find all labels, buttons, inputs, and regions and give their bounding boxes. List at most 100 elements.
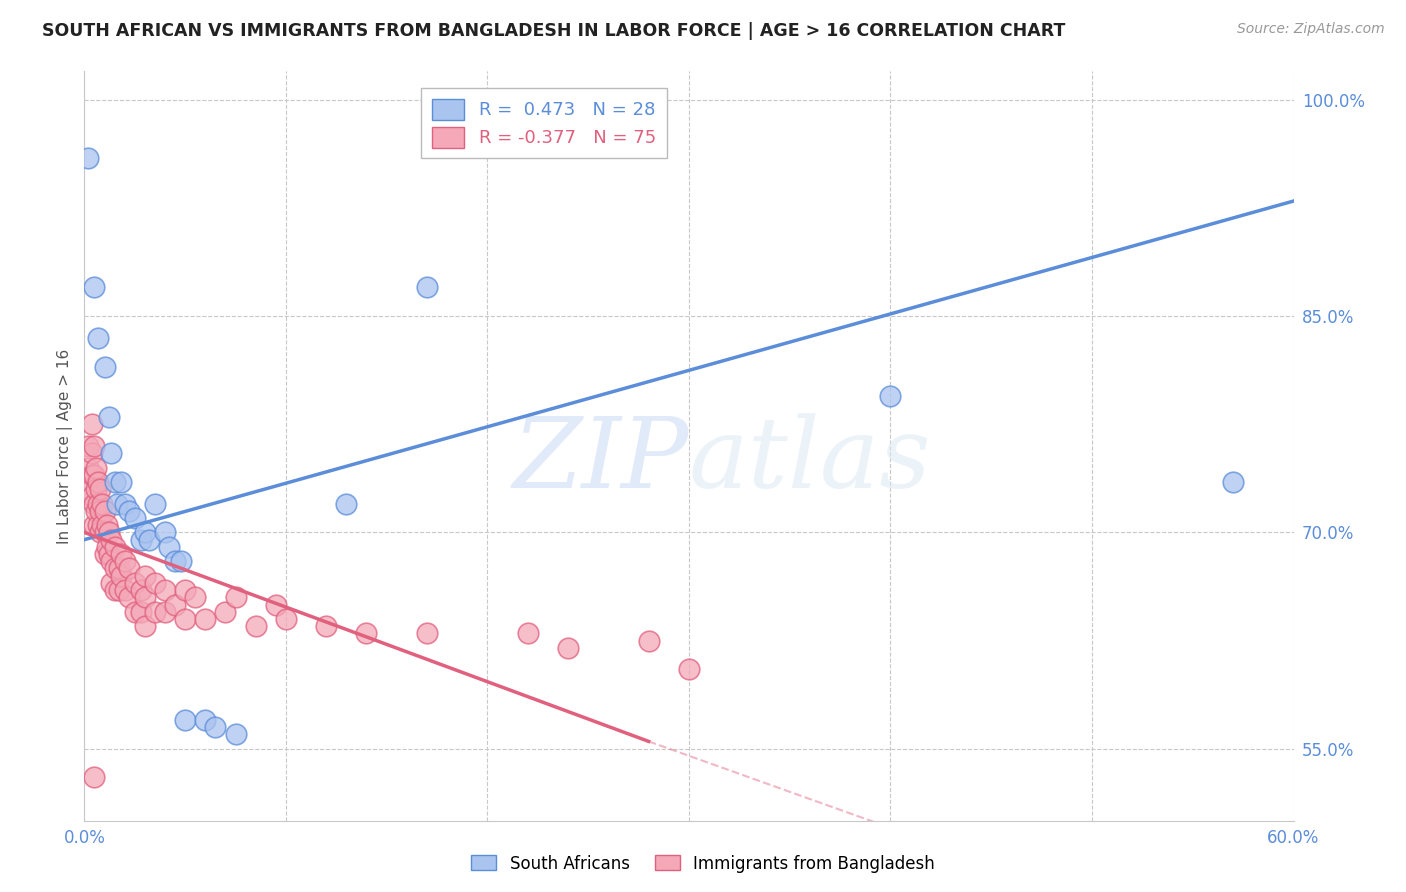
Point xyxy=(170,554,193,568)
Text: ZIP: ZIP xyxy=(513,413,689,508)
Point xyxy=(77,482,100,496)
Point xyxy=(124,511,146,525)
Point xyxy=(82,417,104,432)
Point xyxy=(87,475,110,489)
Point xyxy=(104,540,127,554)
Point xyxy=(83,518,105,533)
Point xyxy=(129,583,152,598)
Point xyxy=(264,598,287,612)
Point xyxy=(100,554,122,568)
Point xyxy=(97,525,120,540)
Point xyxy=(82,490,104,504)
Point xyxy=(93,547,115,561)
Point xyxy=(194,713,217,727)
Point xyxy=(87,497,110,511)
Point xyxy=(107,583,129,598)
Point xyxy=(77,439,100,453)
Point xyxy=(204,720,226,734)
Point xyxy=(83,439,105,453)
Text: Source: ZipAtlas.com: Source: ZipAtlas.com xyxy=(1237,22,1385,37)
Point xyxy=(416,280,439,294)
Y-axis label: In Labor Force | Age > 16: In Labor Force | Age > 16 xyxy=(58,349,73,543)
Point xyxy=(83,497,105,511)
Point xyxy=(114,497,136,511)
Point xyxy=(83,771,105,785)
Point xyxy=(104,561,127,575)
Point xyxy=(110,568,132,582)
Point xyxy=(174,583,197,598)
Point xyxy=(225,727,247,741)
Point xyxy=(678,662,700,676)
Point xyxy=(82,467,104,482)
Point xyxy=(134,619,156,633)
Point xyxy=(86,504,108,518)
Point xyxy=(879,388,901,402)
Point xyxy=(96,540,118,554)
Point xyxy=(174,713,197,727)
Point xyxy=(143,605,166,619)
Point xyxy=(129,605,152,619)
Point xyxy=(89,525,111,540)
Point xyxy=(93,525,115,540)
Text: atlas: atlas xyxy=(689,413,932,508)
Point xyxy=(576,828,599,842)
Point xyxy=(105,497,128,511)
Point xyxy=(100,575,122,590)
Point xyxy=(416,626,439,640)
Point xyxy=(77,151,100,165)
Point xyxy=(83,280,105,294)
Point xyxy=(143,497,166,511)
Point xyxy=(153,605,176,619)
Point xyxy=(100,533,122,547)
Point xyxy=(104,475,127,489)
Point xyxy=(89,482,111,496)
Point xyxy=(107,561,129,575)
Point xyxy=(104,583,127,598)
Point xyxy=(516,626,538,640)
Point xyxy=(77,460,100,475)
Point xyxy=(779,828,801,842)
Legend: R =  0.473   N = 28, R = -0.377   N = 75: R = 0.473 N = 28, R = -0.377 N = 75 xyxy=(420,88,666,159)
Point xyxy=(93,504,115,518)
Point xyxy=(97,410,120,425)
Point xyxy=(91,497,114,511)
Point xyxy=(118,591,141,605)
Point xyxy=(194,612,217,626)
Point xyxy=(245,619,267,633)
Point xyxy=(83,467,105,482)
Point xyxy=(165,598,187,612)
Point xyxy=(225,591,247,605)
Text: SOUTH AFRICAN VS IMMIGRANTS FROM BANGLADESH IN LABOR FORCE | AGE > 16 CORRELATIO: SOUTH AFRICAN VS IMMIGRANTS FROM BANGLAD… xyxy=(42,22,1066,40)
Point xyxy=(315,619,337,633)
Point xyxy=(118,504,141,518)
Point xyxy=(86,460,108,475)
Point xyxy=(114,554,136,568)
Point xyxy=(110,475,132,489)
Point xyxy=(143,575,166,590)
Point xyxy=(93,359,115,374)
Point xyxy=(97,547,120,561)
Point xyxy=(174,612,197,626)
Point xyxy=(89,504,111,518)
Point xyxy=(335,497,357,511)
Point xyxy=(184,591,207,605)
Point xyxy=(134,525,156,540)
Point xyxy=(214,605,236,619)
Point xyxy=(1222,475,1244,489)
Point xyxy=(110,547,132,561)
Point xyxy=(86,482,108,496)
Point xyxy=(118,561,141,575)
Point xyxy=(129,533,152,547)
Point xyxy=(356,626,378,640)
Point xyxy=(274,612,297,626)
Point xyxy=(100,446,122,460)
Point xyxy=(87,331,110,345)
Point xyxy=(134,591,156,605)
Point xyxy=(678,828,700,842)
Point xyxy=(138,533,160,547)
Point xyxy=(114,583,136,598)
Point xyxy=(165,554,187,568)
Point xyxy=(153,525,176,540)
Point xyxy=(557,640,579,655)
Legend: South Africans, Immigrants from Bangladesh: South Africans, Immigrants from Banglade… xyxy=(464,848,942,880)
